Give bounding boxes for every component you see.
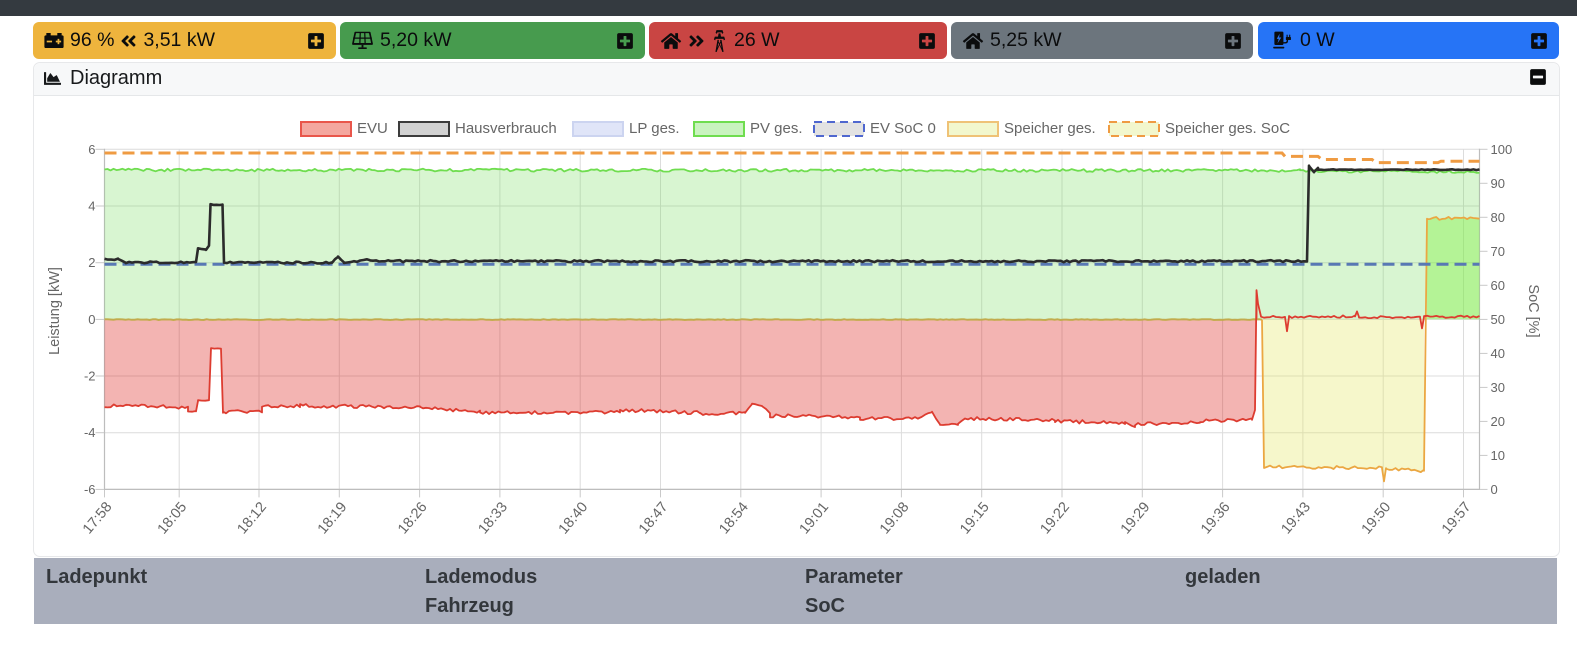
svg-text:90: 90 — [1491, 176, 1505, 191]
svg-text:-2: -2 — [84, 369, 96, 384]
svg-text:Leistung [kW]: Leistung [kW] — [47, 267, 63, 355]
svg-text:40: 40 — [1491, 346, 1505, 361]
svg-text:18:40: 18:40 — [556, 499, 592, 537]
svg-text:4: 4 — [88, 199, 95, 214]
svg-text:19:22: 19:22 — [1037, 499, 1073, 537]
svg-text:-4: -4 — [84, 425, 96, 440]
svg-text:100: 100 — [1491, 142, 1513, 157]
svg-text:19:57: 19:57 — [1439, 499, 1475, 537]
svg-text:19:01: 19:01 — [797, 499, 833, 537]
svg-text:80: 80 — [1491, 210, 1505, 225]
svg-text:18:26: 18:26 — [395, 499, 431, 537]
svg-text:10: 10 — [1491, 448, 1505, 463]
svg-text:19:36: 19:36 — [1198, 499, 1234, 537]
svg-text:0: 0 — [88, 312, 95, 327]
svg-text:60: 60 — [1491, 278, 1505, 293]
svg-text:50: 50 — [1491, 312, 1505, 327]
svg-text:30: 30 — [1491, 380, 1505, 395]
svg-text:70: 70 — [1491, 244, 1505, 259]
svg-text:20: 20 — [1491, 414, 1505, 429]
svg-text:19:43: 19:43 — [1278, 499, 1314, 537]
svg-text:SoC [%]: SoC [%] — [1525, 284, 1541, 337]
svg-text:18:19: 18:19 — [315, 499, 351, 537]
svg-text:19:29: 19:29 — [1118, 499, 1154, 537]
svg-text:0: 0 — [1491, 482, 1498, 497]
svg-text:19:50: 19:50 — [1359, 499, 1395, 537]
svg-text:18:54: 18:54 — [716, 499, 752, 537]
svg-text:6: 6 — [88, 142, 95, 157]
svg-text:19:15: 19:15 — [957, 499, 993, 537]
svg-text:17:58: 17:58 — [80, 499, 116, 537]
svg-text:18:47: 18:47 — [636, 499, 672, 537]
svg-text:19:08: 19:08 — [877, 499, 913, 537]
svg-text:18:33: 18:33 — [475, 499, 511, 537]
svg-text:18:12: 18:12 — [234, 499, 270, 537]
svg-text:2: 2 — [88, 255, 95, 270]
svg-text:-6: -6 — [84, 482, 96, 497]
svg-text:18:05: 18:05 — [155, 499, 191, 537]
